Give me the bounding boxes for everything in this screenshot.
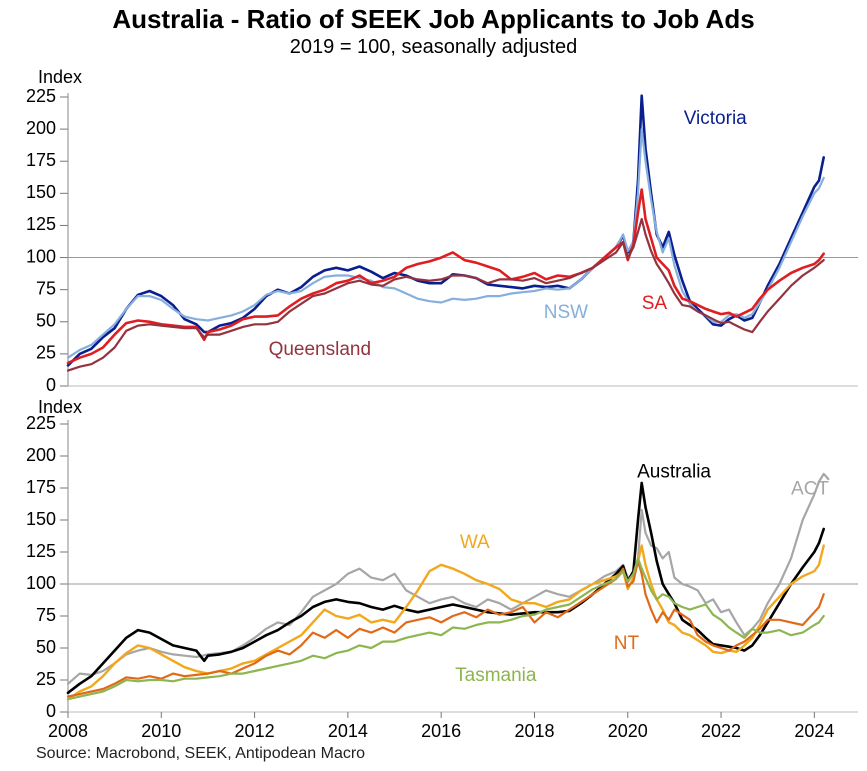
y-tick-label: 75 — [36, 278, 56, 298]
y-tick-label: 100 — [26, 573, 56, 593]
y-tick-label: 25 — [36, 669, 56, 689]
y-tick-label: 125 — [26, 214, 56, 234]
series-label-tasmania: Tasmania — [455, 665, 537, 686]
y-tick-label: 100 — [26, 246, 56, 266]
y-tick-label: 50 — [36, 311, 56, 331]
x-tick-label: 2016 — [421, 721, 461, 741]
y-tick-label: 25 — [36, 343, 56, 363]
y-axis-label: Index — [38, 397, 82, 417]
y-tick-label: 225 — [26, 413, 56, 433]
y-tick-label: 200 — [26, 445, 56, 465]
series-label-queensland: Queensland — [269, 339, 371, 360]
y-tick-label: 225 — [26, 86, 56, 106]
series-label-australia: Australia — [637, 462, 711, 483]
series-line-nt — [66, 559, 825, 698]
series-line-sa — [66, 188, 825, 365]
y-tick-label: 0 — [46, 701, 56, 721]
series-label-victoria: Victoria — [684, 108, 747, 129]
y-tick-label: 50 — [36, 637, 56, 657]
y-tick-label: 175 — [26, 150, 56, 170]
y-tick-label: 150 — [26, 182, 56, 202]
series-label-sa: SA — [642, 293, 668, 314]
series-line-tasmania — [66, 557, 825, 701]
series-label-wa: WA — [460, 532, 490, 553]
series-label-nt: NT — [614, 633, 640, 654]
x-tick-label: 2024 — [794, 721, 834, 741]
y-tick-label: 175 — [26, 477, 56, 497]
y-axis-label: Index — [38, 67, 82, 87]
series-label-nsw: NSW — [544, 302, 588, 323]
y-tick-label: 150 — [26, 509, 56, 529]
series-line-australia — [66, 481, 825, 695]
chart-subtitle: 2019 = 100, seasonally adjusted — [289, 36, 578, 58]
x-tick-label: 2014 — [328, 721, 368, 741]
x-tick-label: 2022 — [701, 721, 741, 741]
x-tick-label: 2008 — [48, 721, 88, 741]
y-tick-label: 125 — [26, 541, 56, 561]
series-line-queensland — [66, 217, 825, 372]
x-tick-label: 2020 — [608, 721, 648, 741]
source-note: Source: Macrobond, SEEK, Antipodean Macr… — [36, 745, 366, 762]
series-line-nsw — [66, 128, 825, 359]
series-label-act: ACT — [791, 478, 829, 499]
y-tick-label: 75 — [36, 605, 56, 625]
x-tick-label: 2012 — [235, 721, 275, 741]
y-tick-label: 0 — [46, 375, 56, 395]
x-tick-label: 2018 — [514, 721, 554, 741]
x-tick-label: 2010 — [141, 721, 181, 741]
y-tick-label: 200 — [26, 118, 56, 138]
chart-title: Australia - Ratio of SEEK Job Applicants… — [112, 4, 755, 34]
series-line-victoria — [66, 94, 825, 367]
